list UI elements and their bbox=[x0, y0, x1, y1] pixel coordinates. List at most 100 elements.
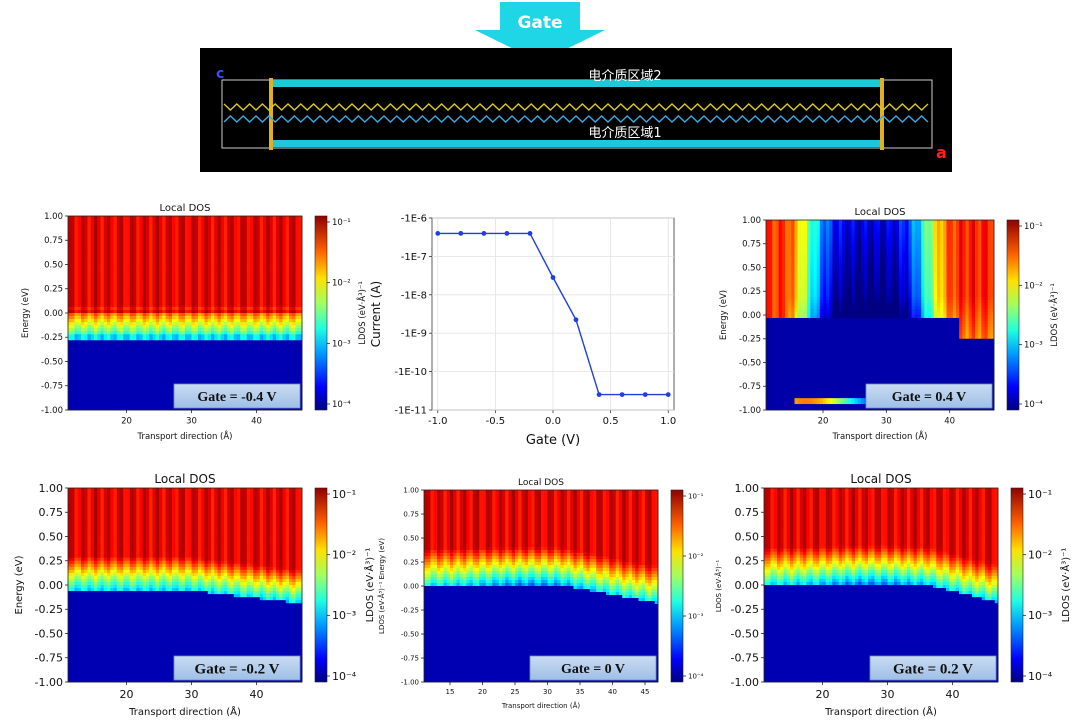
heatmap-cell bbox=[94, 265, 98, 268]
heatmap-cell bbox=[133, 331, 137, 334]
heatmap-cell bbox=[75, 358, 79, 361]
heatmap-cell bbox=[257, 343, 261, 346]
heatmap-cell bbox=[201, 304, 205, 307]
heatmap-cell bbox=[149, 252, 153, 255]
heatmap-cell bbox=[140, 365, 144, 368]
heatmap-cell bbox=[162, 334, 166, 337]
heatmap-cell bbox=[91, 377, 95, 380]
heatmap-cell bbox=[117, 252, 121, 255]
heatmap-cell bbox=[162, 358, 166, 361]
heatmap-cell bbox=[156, 352, 160, 355]
heatmap-cell bbox=[91, 316, 95, 319]
heatmap-cell bbox=[244, 261, 248, 264]
heatmap-cell bbox=[286, 304, 290, 307]
heatmap-cell bbox=[201, 365, 205, 368]
heatmap-cell bbox=[140, 255, 144, 258]
heatmap-cell bbox=[88, 231, 92, 234]
heatmap-cell bbox=[198, 365, 202, 368]
heatmap-cell bbox=[146, 268, 150, 271]
heatmap-cell bbox=[766, 232, 770, 235]
heatmap-cell bbox=[107, 310, 111, 313]
heatmap-cell bbox=[234, 252, 238, 255]
heatmap-cell bbox=[218, 340, 222, 343]
heatmap-cell bbox=[143, 225, 147, 228]
heatmap-cell bbox=[260, 255, 264, 258]
heatmap-cell bbox=[179, 358, 183, 361]
heatmap-cell bbox=[192, 368, 196, 371]
heatmap-cell bbox=[81, 295, 85, 298]
heatmap-cell bbox=[218, 274, 222, 277]
heatmap-cell bbox=[266, 228, 270, 231]
heatmap-cell bbox=[240, 243, 244, 246]
heatmap-cell bbox=[283, 268, 287, 271]
heatmap-cell bbox=[234, 249, 238, 252]
heatmap-cell bbox=[263, 377, 267, 380]
heatmap-cell bbox=[289, 255, 293, 258]
heatmap-cell bbox=[156, 404, 160, 407]
heatmap-cell bbox=[81, 343, 85, 346]
heatmap-cell bbox=[776, 401, 780, 404]
heatmap-cell bbox=[120, 304, 124, 307]
heatmap-cell bbox=[214, 280, 218, 283]
heatmap-cell bbox=[143, 219, 147, 222]
heatmap-cell bbox=[159, 374, 163, 377]
heatmap-cell bbox=[166, 265, 170, 268]
heatmap-cell bbox=[149, 328, 153, 331]
heatmap-cell bbox=[78, 395, 82, 398]
heatmap-cell bbox=[81, 383, 85, 386]
heatmap-cell bbox=[244, 328, 248, 331]
heatmap-cell bbox=[143, 355, 147, 358]
heatmap-cell bbox=[192, 325, 196, 328]
heatmap-cell bbox=[214, 283, 218, 286]
heatmap-cell bbox=[104, 395, 108, 398]
heatmap-cell bbox=[130, 389, 134, 392]
heatmap-cell bbox=[120, 337, 124, 340]
heatmap-cell bbox=[208, 346, 212, 349]
heatmap-cell bbox=[123, 283, 127, 286]
heatmap-cell bbox=[776, 309, 780, 312]
heatmap-cell bbox=[127, 371, 131, 374]
heatmap-cell bbox=[94, 395, 98, 398]
heatmap-cell bbox=[270, 231, 274, 234]
heatmap-cell bbox=[156, 243, 160, 246]
heatmap-cell bbox=[172, 255, 176, 258]
heatmap-cell bbox=[292, 298, 296, 301]
heatmap-cell bbox=[244, 228, 248, 231]
heatmap-cell bbox=[88, 404, 92, 407]
heatmap-cell bbox=[188, 349, 192, 352]
heatmap-cell bbox=[101, 249, 105, 252]
heatmap-cell bbox=[211, 225, 215, 228]
heatmap-cell bbox=[166, 331, 170, 334]
heatmap-cell bbox=[273, 316, 277, 319]
heatmap-cell bbox=[133, 283, 137, 286]
heatmap-cell bbox=[234, 222, 238, 225]
heatmap-cell bbox=[117, 346, 121, 349]
heatmap-cell bbox=[289, 283, 293, 286]
heatmap-cell bbox=[156, 362, 160, 365]
heatmap-cell bbox=[766, 348, 770, 351]
heatmap-cell bbox=[107, 365, 111, 368]
heatmap-cell bbox=[104, 228, 108, 231]
heatmap-cell bbox=[136, 222, 140, 225]
heatmap-cell bbox=[114, 295, 118, 298]
heatmap-cell bbox=[68, 386, 72, 389]
heatmap-cell bbox=[279, 340, 283, 343]
heatmap-cell bbox=[292, 334, 296, 337]
heatmap-cell bbox=[88, 319, 92, 322]
heatmap-cell bbox=[159, 265, 163, 268]
heatmap-cell bbox=[149, 392, 153, 395]
heatmap-cell bbox=[237, 313, 241, 316]
heatmap-cell bbox=[227, 292, 231, 295]
heatmap-cell bbox=[104, 225, 108, 228]
heatmap-cell bbox=[188, 334, 192, 337]
heatmap-cell bbox=[198, 255, 202, 258]
heatmap-cell bbox=[146, 310, 150, 313]
heatmap-cell bbox=[140, 346, 144, 349]
heatmap-cell bbox=[75, 365, 79, 368]
heatmap-cell bbox=[283, 352, 287, 355]
heatmap-cell bbox=[114, 325, 118, 328]
heatmap-cell bbox=[776, 297, 780, 300]
heatmap-cell bbox=[143, 374, 147, 377]
heatmap-cell bbox=[149, 325, 153, 328]
heatmap-cell bbox=[211, 228, 215, 231]
